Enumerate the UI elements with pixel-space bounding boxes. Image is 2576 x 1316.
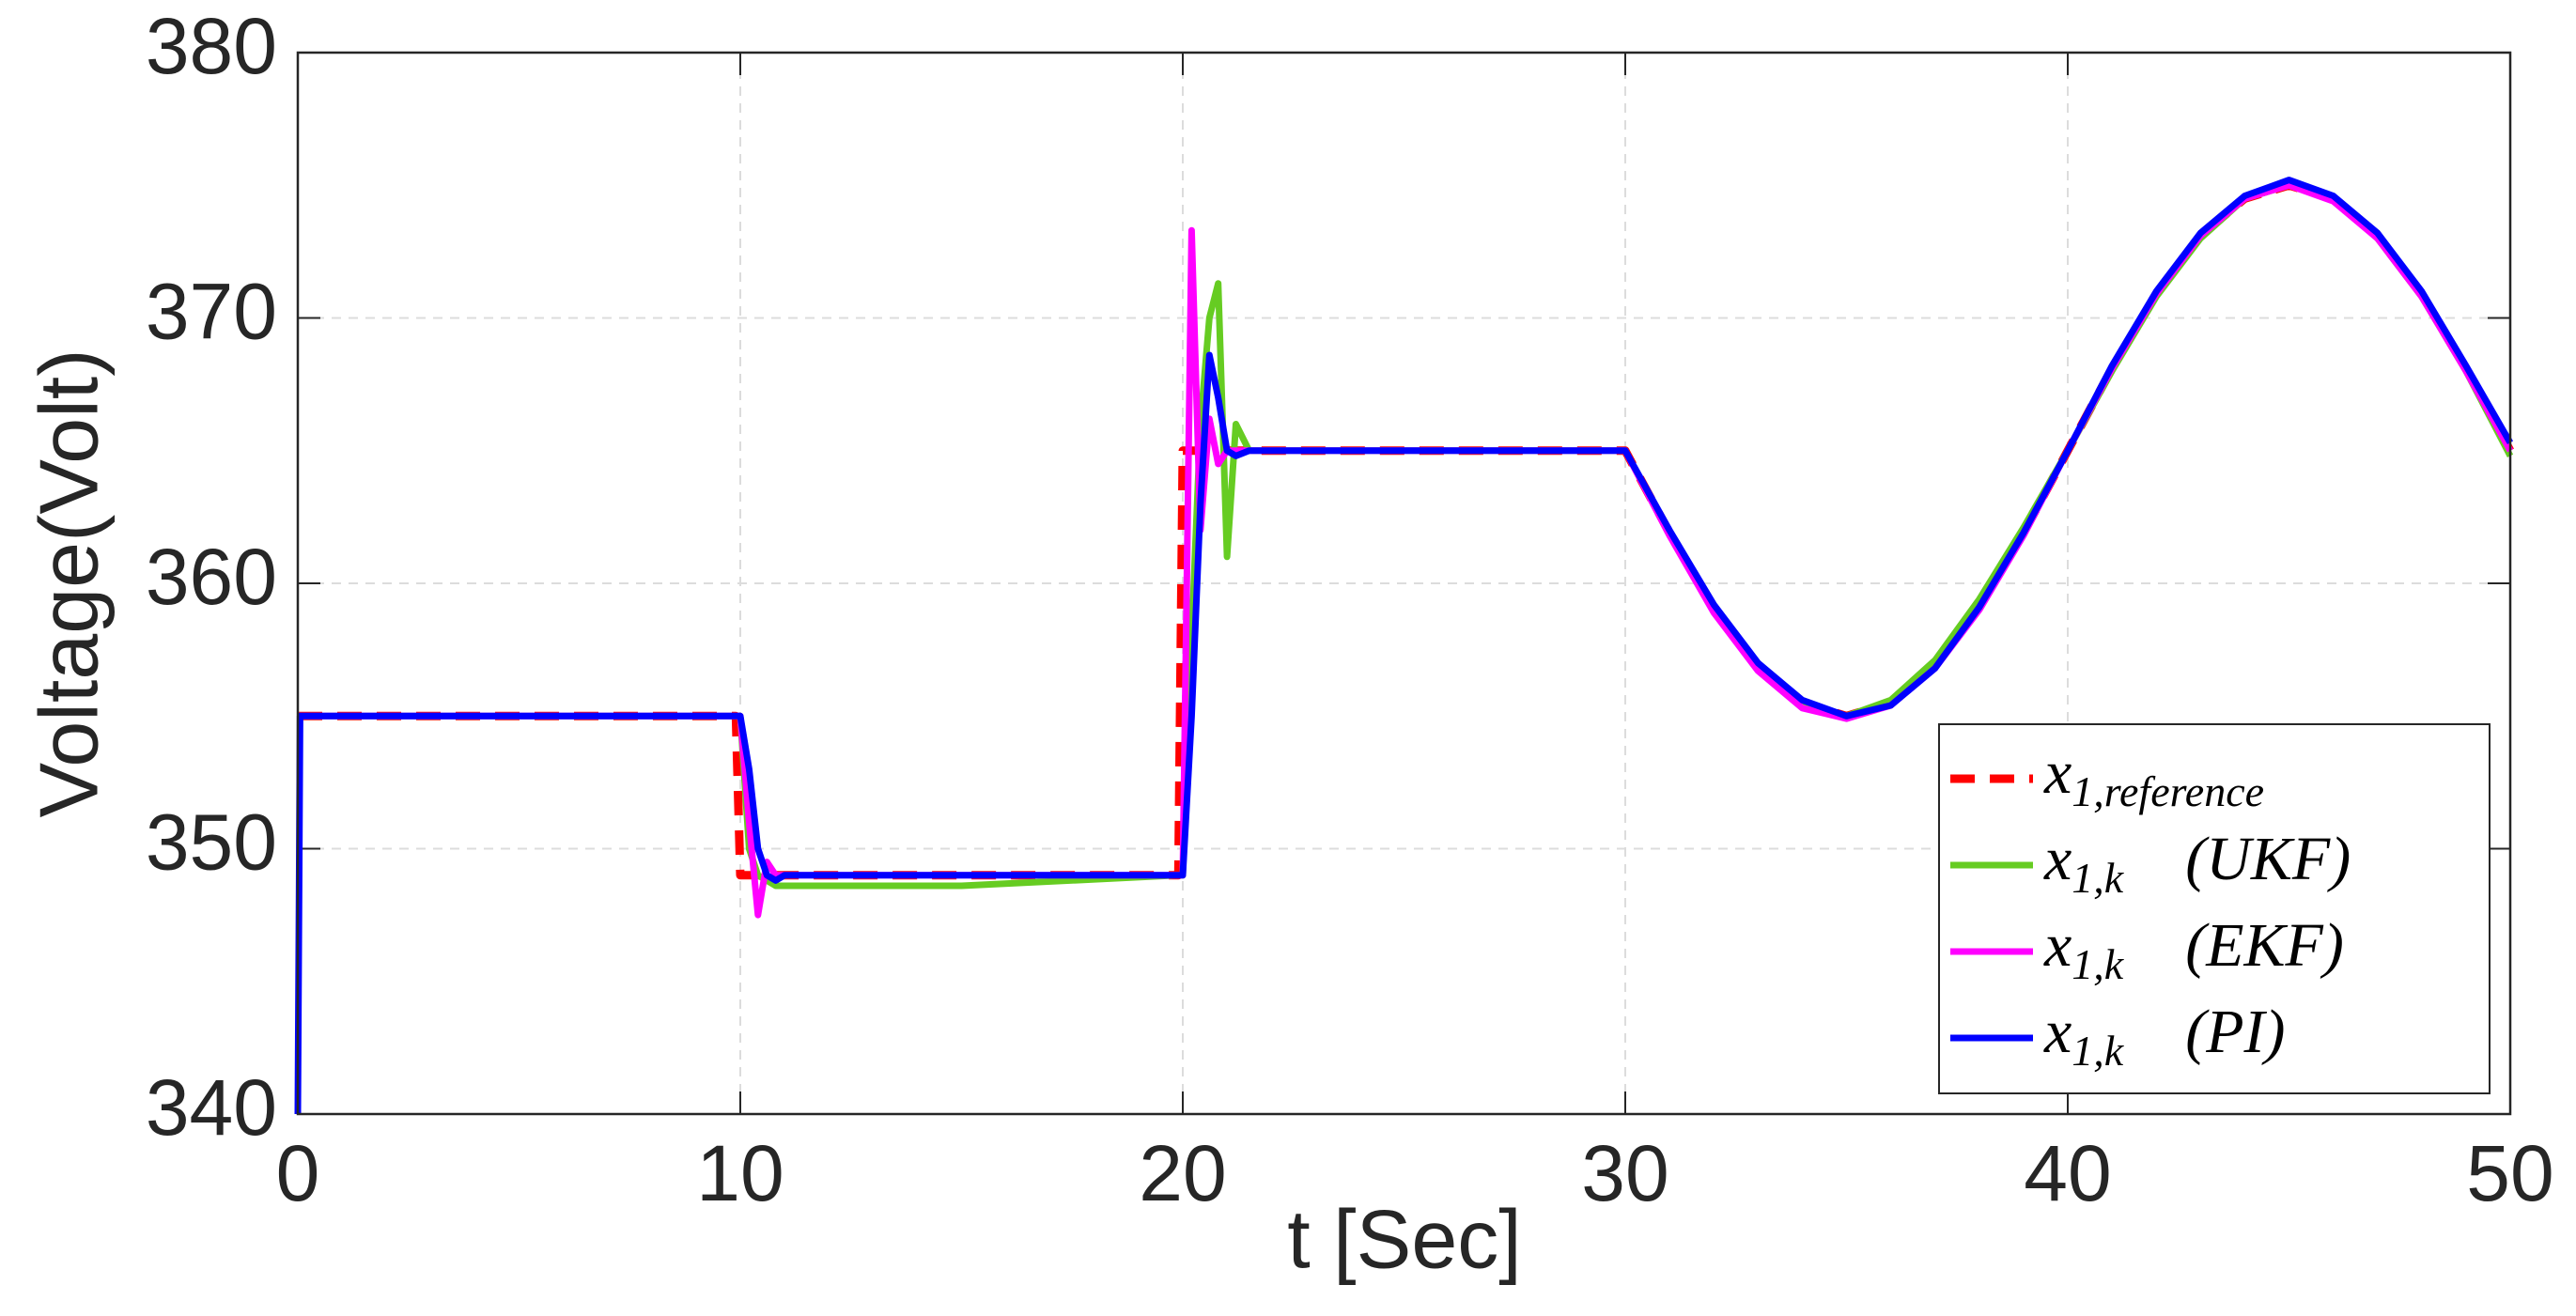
series-line	[294, 177, 2514, 1115]
y-tick-label: 340	[146, 1063, 277, 1152]
legend-box	[1938, 723, 2491, 1094]
legend-label: x1,k (EKF)	[2043, 911, 2344, 987]
legend-label: x1,reference	[2043, 738, 2264, 814]
legend-label: x1,k (UKF)	[2043, 825, 2351, 901]
x-tick-label: 20	[1139, 1129, 1226, 1217]
y-tick-label: 360	[146, 533, 277, 621]
x-axis-label: t [Sec]	[1287, 1192, 1521, 1285]
x-tick-label: 50	[2466, 1129, 2553, 1217]
plot-frame	[296, 51, 2512, 1116]
x-tick-label: 10	[696, 1129, 784, 1217]
legend-label: x1,k (PI)	[2043, 998, 2285, 1074]
y-tick-label: 380	[146, 2, 277, 90]
y-axis-label: Voltage(Volt)	[22, 349, 115, 818]
y-tick-label: 350	[146, 798, 277, 887]
x-tick-label: 0	[276, 1129, 320, 1217]
x-tick-label: 40	[2024, 1129, 2111, 1217]
x-tick-label: 30	[1581, 1129, 1668, 1217]
y-tick-label: 370	[146, 268, 277, 356]
